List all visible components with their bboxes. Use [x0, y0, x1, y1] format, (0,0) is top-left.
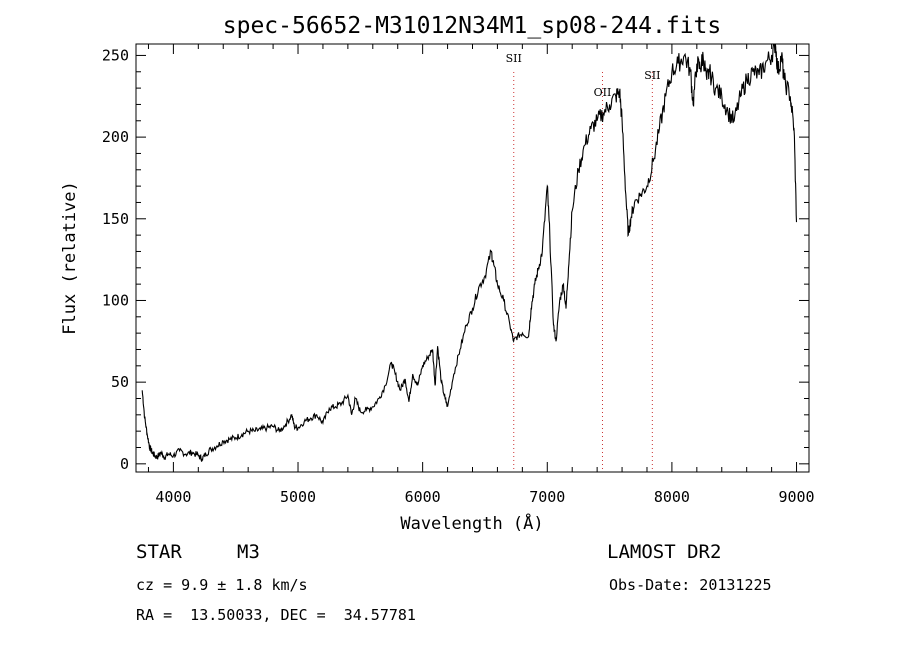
plot-frame: [135, 43, 810, 473]
object-subclass: M3: [237, 541, 260, 563]
x-tick-label: 5000: [280, 488, 316, 506]
y-tick-label: 0: [120, 455, 129, 473]
cz-value: cz = 9.9 ± 1.8 km/s: [136, 576, 308, 594]
annotation-label: SII: [644, 69, 660, 82]
object-class: STAR: [136, 541, 182, 563]
y-tick-label: 50: [111, 373, 129, 391]
axis-ticks: [136, 44, 809, 472]
chart-title: spec-56652-M31012N34M1_sp08-244.fits: [223, 13, 722, 39]
spectrum-line: [141, 43, 798, 462]
x-tick-label: 8000: [654, 488, 690, 506]
x-tick-label: 9000: [778, 488, 814, 506]
x-tick-label: 4000: [155, 488, 191, 506]
annotation-label: SII: [506, 52, 522, 65]
y-tick-label: 100: [102, 291, 129, 309]
axis-tick-labels: 4000 5000 6000 7000 8000 9000 0 50 100 150 200 250: [102, 46, 815, 506]
annotation-label: OII: [594, 86, 612, 99]
x-tick-label: 7000: [529, 488, 565, 506]
line-annotations: SII OII SII: [506, 52, 660, 472]
survey-name: LAMOST DR2: [607, 541, 722, 563]
y-axis-label: Flux (relative): [60, 181, 80, 335]
y-tick-label: 200: [102, 128, 129, 146]
y-tick-label: 150: [102, 210, 129, 228]
y-tick-label: 250: [102, 46, 129, 64]
coordinates: RA = 13.50033, DEC = 34.57781: [136, 606, 416, 624]
x-axis-label: Wavelength (Å): [400, 512, 543, 534]
obs-date: Obs-Date: 20131225: [609, 576, 772, 594]
x-tick-label: 6000: [405, 488, 441, 506]
